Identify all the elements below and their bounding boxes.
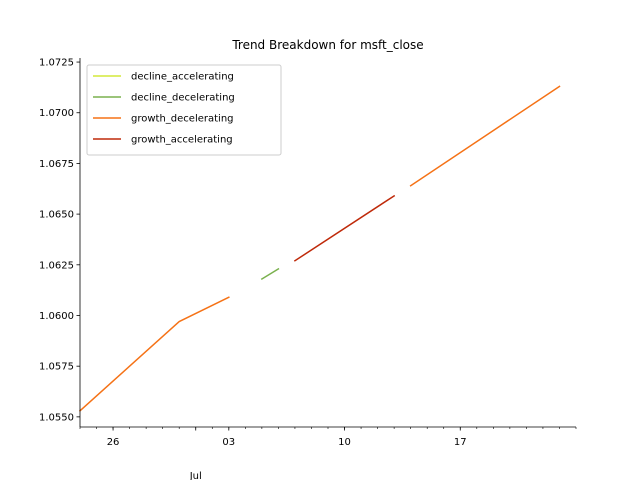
plot-lines bbox=[78, 85, 561, 412]
x-tick-label: 03 bbox=[222, 437, 235, 448]
series-line-decline-decelerating-0 bbox=[260, 267, 280, 281]
x-tick-label: 10 bbox=[338, 437, 351, 448]
y-tick-label: 1.0575 bbox=[39, 362, 74, 373]
chart-title: Trend Breakdown for msft_close bbox=[231, 38, 423, 52]
x-tick-label: 26 bbox=[107, 437, 120, 448]
y-tick-label: 1.0625 bbox=[39, 260, 74, 271]
x-axis: 26 03 10 17 Jul bbox=[79, 427, 577, 480]
series-line-growth-accelerating-0 bbox=[293, 194, 396, 262]
y-axis: 1.0550 1.0575 1.0600 1.0625 1.0650 1.0675 1.07… bbox=[39, 58, 80, 423]
y-tick-label: 1.0650 bbox=[39, 210, 74, 221]
series-line-growth-decelerating-0 bbox=[78, 296, 230, 412]
x-month-label: Jul bbox=[189, 471, 202, 480]
legend-box bbox=[86, 64, 282, 156]
y-tick-label: 1.0725 bbox=[39, 58, 74, 69]
y-tick-label: 1.0550 bbox=[39, 412, 74, 423]
legend-label-decline-accelerating: decline_accelerating bbox=[131, 72, 234, 83]
series-line-growth-decelerating-1 bbox=[409, 85, 561, 187]
y-tick-label: 1.0675 bbox=[39, 159, 74, 170]
legend-label-growth-decelerating: growth_decelerating bbox=[131, 114, 234, 125]
legend: decline_accelerating decline_decelerating… bbox=[86, 64, 282, 156]
y-tick-label: 1.0600 bbox=[39, 311, 74, 322]
legend-label-decline-decelerating: decline_decelerating bbox=[131, 93, 235, 104]
y-tick-label: 1.0700 bbox=[39, 108, 74, 119]
legend-label-growth-accelerating: growth_accelerating bbox=[131, 135, 233, 146]
x-tick-label: 17 bbox=[454, 437, 467, 448]
